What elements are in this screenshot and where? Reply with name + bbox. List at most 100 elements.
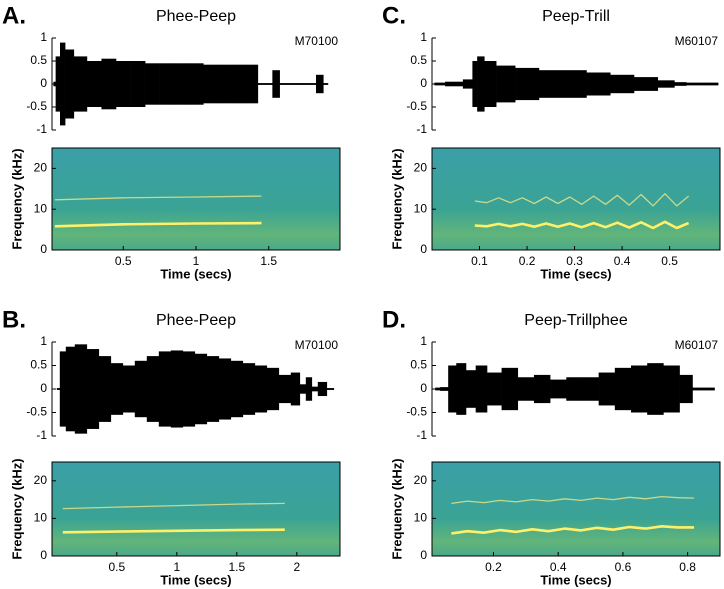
- panel-title: Phee-Peep: [156, 8, 236, 25]
- waveform-envelope: [434, 82, 446, 86]
- panel-label: D.: [382, 306, 406, 333]
- spectrogram-background: [432, 148, 720, 250]
- waveform-envelope: [317, 381, 328, 397]
- waveform-envelope: [203, 64, 219, 104]
- y-tick-label: 10: [34, 511, 48, 525]
- waveform-envelope: [232, 64, 248, 104]
- panel-label: A.: [2, 2, 26, 29]
- axes-box: [431, 461, 721, 557]
- waveform-envelope: [101, 58, 117, 110]
- waveform-envelope: [440, 387, 449, 391]
- waveform-envelope: [647, 363, 664, 415]
- y-tick-label: 20: [34, 161, 48, 175]
- spectrogram-panel: 0.2 0.4 0.6 0.8 Time (secs) Frequency (kHz) 0 1…: [389, 458, 721, 587]
- waveform-envelope: [445, 81, 464, 87]
- waveform-envelope: [657, 80, 675, 88]
- x-tick-label: 0.5: [661, 254, 678, 268]
- waveform-envelope: [674, 82, 687, 86]
- x-tick-label: 1: [173, 560, 180, 574]
- waveform-envelope: [257, 83, 266, 85]
- y-axis-label: Frequency (kHz): [9, 458, 24, 559]
- waveform-envelope: [517, 377, 535, 401]
- waveform-envelope: [562, 70, 587, 98]
- spectrogram-panel: 0.5 1 1.5 Time (secs) Frequency (kHz) 0 10 20: [9, 147, 341, 281]
- waveform-envelope: [465, 370, 476, 408]
- waveform-envelope: [130, 61, 146, 107]
- waveform-envelope: [217, 64, 233, 104]
- x-tick-label: 0.3: [566, 254, 583, 268]
- waveform-envelope: [159, 63, 175, 105]
- y-tick-label: 0: [40, 548, 47, 562]
- waveform-envelope: [633, 77, 659, 91]
- waveform-envelope: [158, 351, 172, 427]
- axes-box: [51, 461, 341, 557]
- waveform-envelope: [266, 367, 280, 411]
- x-tick-label: 0.5: [115, 254, 132, 268]
- waveform-envelope: [487, 372, 502, 406]
- waveform-envelope: [272, 70, 280, 98]
- waveform-envelope: [98, 356, 112, 422]
- y-tick-label: -1: [36, 428, 47, 442]
- waveform-envelope: [65, 49, 75, 119]
- harmonic-line: [54, 195, 262, 201]
- waveform-envelope: [86, 61, 102, 107]
- y-tick-label: 1: [40, 334, 47, 348]
- waveform-envelope: [311, 386, 319, 392]
- y-tick-label: 20: [414, 161, 428, 175]
- waveform-envelope: [323, 83, 329, 85]
- spectrogram-background: [432, 462, 720, 556]
- y-tick-label: 0.5: [410, 358, 427, 372]
- waveform-envelope: [290, 372, 301, 406]
- waveform-envelope: [538, 70, 563, 98]
- waveform-envelope: [472, 61, 478, 107]
- waveform-envelope: [435, 387, 441, 391]
- waveform-envelope: [462, 79, 473, 89]
- y-tick-label: 0: [40, 242, 47, 256]
- harmonic-line: [62, 502, 285, 510]
- y-tick-label: -0.5: [26, 99, 47, 113]
- waveform-envelope: [301, 83, 317, 85]
- waveform-envelope: [448, 365, 457, 413]
- waveform-envelope: [582, 377, 599, 401]
- y-tick-label: 20: [34, 473, 48, 487]
- y-tick-label: 10: [34, 201, 48, 215]
- waveform-envelope: [484, 61, 497, 107]
- x-tick-label: 1.5: [228, 560, 245, 574]
- x-axis-label: Time (secs): [160, 572, 231, 587]
- harmonic-line: [62, 528, 285, 534]
- waveform-envelope: [705, 387, 715, 391]
- x-tick-label: 0.4: [614, 254, 631, 268]
- x-axis-label: Time (secs): [540, 266, 611, 281]
- y-tick-label: 1: [420, 334, 427, 348]
- waveform-envelope: [533, 374, 551, 404]
- waveform-envelope: [456, 363, 467, 415]
- panel-label: B.: [2, 306, 26, 333]
- waveform-envelope: [206, 356, 220, 422]
- spectrogram-panel: 0.5 1 1.5 2 Time (secs) Frequency (kHz) 0 10 20: [9, 458, 341, 587]
- waveform-envelope: [246, 64, 259, 104]
- waveform-envelope: [194, 353, 208, 425]
- y-tick-label: 0.5: [30, 53, 47, 67]
- x-tick-label: 0.6: [615, 560, 632, 574]
- recording-id: M70100: [295, 34, 339, 48]
- panel-title: Phee-Peep: [156, 312, 236, 329]
- waveform-panel: B. Phee-Peep M70100 -1 -0.5 0 0.5 1: [2, 306, 338, 442]
- y-tick-label: 0: [40, 76, 47, 90]
- waveform-panel: A. Phee-Peep M70100 -1 -0.5 0 0.5 1: [2, 2, 338, 136]
- y-tick-label: 0.5: [30, 358, 47, 372]
- recording-id: M60107: [675, 34, 719, 48]
- y-tick-label: -0.5: [406, 405, 427, 419]
- x-tick-label: 2: [293, 560, 300, 574]
- waveform-envelope: [188, 63, 204, 105]
- waveform-envelope: [218, 358, 232, 420]
- waveform-envelope: [705, 82, 719, 86]
- waveform-envelope: [279, 83, 288, 85]
- waveform-envelope: [170, 350, 184, 428]
- y-axis-label: Frequency (kHz): [9, 148, 24, 249]
- y-tick-label: 0: [420, 242, 427, 256]
- x-tick-label: 0.1: [471, 254, 488, 268]
- waveform-envelope: [566, 377, 583, 401]
- x-tick-label: 0.2: [519, 254, 536, 268]
- waveform-envelope: [679, 374, 693, 404]
